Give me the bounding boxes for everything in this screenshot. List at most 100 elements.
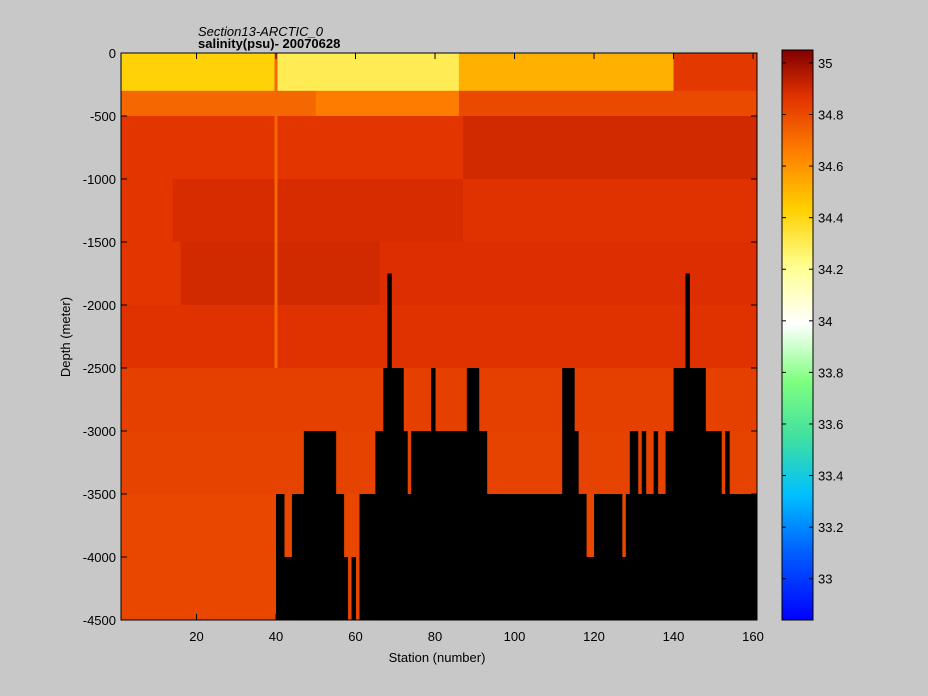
colorbar-tick-label: 35 (818, 56, 832, 71)
colorbar-tick-label: 34 (818, 314, 832, 329)
colorbar-tick-label: 33.8 (818, 365, 843, 380)
seafloor-step-5 (335, 494, 345, 620)
salinity-cell-4-1 (180, 242, 380, 306)
seafloor-step-26 (586, 557, 595, 620)
y-axis: 0 -500 -1000 -1500 -2000 -2500 -3000 -3500 -4000… (83, 46, 757, 628)
seafloor-step-31 (637, 494, 643, 620)
y-axis-label: Depth (meter) (58, 297, 73, 377)
x-tick-label: 80 (428, 629, 442, 644)
seafloor-step-20 (466, 368, 480, 620)
salinity-cell-1-1 (315, 90, 460, 117)
seafloor-step-34 (653, 431, 659, 620)
salinity-cell-3-1 (172, 179, 464, 243)
y-tick-label: -500 (90, 109, 116, 124)
salinity-cell-1-2 (458, 90, 757, 117)
seafloor-step-42 (725, 431, 730, 620)
y-tick-label: -4500 (83, 613, 116, 628)
x-tick-label: 140 (663, 629, 685, 644)
seafloor-step-3 (291, 494, 305, 620)
y-tick-label: 0 (109, 46, 116, 61)
seafloor-step-10 (359, 494, 376, 620)
seafloor-step-2 (283, 557, 293, 620)
colorbar-tick-label: 33.2 (818, 520, 843, 535)
seafloor-step-17 (411, 431, 432, 620)
seafloor-step-12 (383, 368, 388, 620)
salinity-cell-0-3 (673, 53, 757, 92)
y-tick-label: -1500 (83, 235, 116, 250)
colorbar-ticks: 33 33.2 33.4 33.6 33.8 34 34.2 34.4 34.6 34.8 35 (782, 56, 843, 587)
x-tick-label: 60 (348, 629, 362, 644)
colorbar-tick-label: 33.4 (818, 469, 843, 484)
seafloor-step-37 (673, 368, 686, 620)
seafloor-step-16 (407, 494, 412, 620)
y-tick-label: -3000 (83, 424, 116, 439)
seafloor-step-1 (280, 494, 285, 620)
salinity-cell-0-2 (458, 53, 675, 92)
salinity-cell-2-0 (121, 116, 464, 180)
seafloor-step-22 (486, 494, 563, 620)
anomaly-column-bar (274, 53, 278, 368)
salinity-cell-5-0 (121, 305, 757, 369)
y-tick-label: -3500 (83, 487, 116, 502)
x-tick-label: 120 (583, 629, 605, 644)
salinity-cell-0-0 (121, 53, 277, 92)
seafloor-step-25 (578, 494, 587, 620)
colorbar-tick-label: 34.6 (818, 159, 843, 174)
x-tick-label: 100 (504, 629, 526, 644)
seafloor-step-0 (276, 494, 281, 620)
seafloor-step-15 (403, 431, 408, 620)
y-tick-label: -2000 (83, 298, 116, 313)
seafloor-step-39 (689, 368, 706, 620)
seafloor-step-27 (594, 494, 623, 620)
x-axis: 20 40 60 80 100 120 140 160 (189, 53, 764, 644)
seafloor-step-28 (621, 557, 627, 620)
seafloor-step-40 (705, 431, 722, 620)
seafloor-step-29 (625, 494, 631, 620)
x-tick-label: 160 (742, 629, 764, 644)
seafloor-step-32 (641, 431, 647, 620)
seafloor-step-23 (562, 368, 575, 620)
seafloor-step-30 (629, 431, 639, 620)
salinity-cell-2-1 (462, 116, 757, 180)
seafloor-step-11 (375, 431, 384, 620)
seafloor-step-8 (351, 557, 357, 620)
seafloor-step-21 (478, 431, 488, 620)
colorbar-tick-label: 34.2 (818, 262, 843, 277)
x-tick-label: 40 (269, 629, 283, 644)
colorbar (781, 49, 814, 621)
seafloor-step-41 (721, 494, 726, 620)
salinity-cell-3-0 (121, 179, 174, 243)
seafloor-step-6 (343, 557, 349, 620)
y-tick-label: -1000 (83, 172, 116, 187)
seafloor-step-33 (645, 494, 655, 620)
salinity-cell-3-2 (462, 179, 757, 243)
colorbar-tick-label: 33 (818, 572, 832, 587)
seafloor-step-13 (387, 273, 392, 620)
salinity-cell-1-0 (121, 90, 317, 117)
x-tick-label: 20 (189, 629, 203, 644)
colorbar-tick-label: 33.6 (818, 417, 843, 432)
y-tick-label: -4000 (83, 550, 116, 565)
seafloor-step-19 (435, 431, 468, 620)
seafloor (276, 273, 757, 620)
seafloor-step-24 (574, 431, 579, 620)
seafloor-step-36 (665, 431, 675, 620)
seafloor-step-14 (391, 368, 404, 620)
seafloor-step-4 (303, 431, 337, 620)
plot-frame (120, 52, 758, 621)
seafloor-step-35 (657, 494, 667, 620)
colorbar-tick-label: 34.8 (818, 107, 843, 122)
seafloor-step-38 (685, 273, 690, 620)
chart-title: Section13-ARCTIC_0 (198, 24, 324, 39)
chart-subtitle: salinity(psu)- 20070628 (198, 36, 340, 51)
anomaly-column (274, 53, 278, 368)
salinity-cell-6-0 (121, 368, 757, 432)
salinity-cell-0-1 (276, 53, 460, 92)
colorbar-tick-label: 34.4 (818, 211, 843, 226)
x-axis-label: Station (number) (389, 650, 486, 665)
y-tick-label: -2500 (83, 361, 116, 376)
salinity-cell-4-0 (121, 242, 182, 306)
salinity-cell-4-2 (379, 242, 757, 306)
